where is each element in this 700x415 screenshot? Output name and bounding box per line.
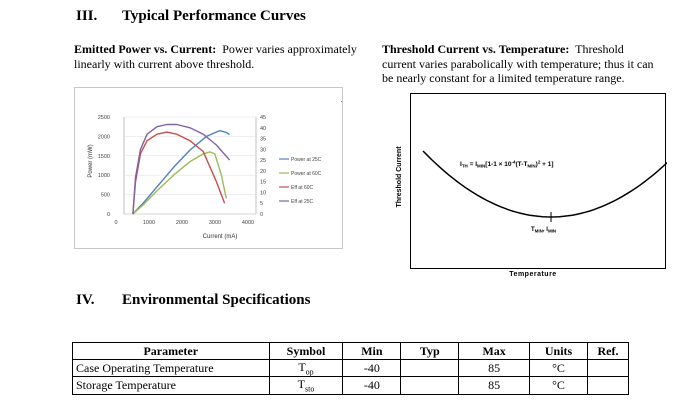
stray-mark — [341, 101, 342, 102]
cell-typ — [400, 358, 460, 378]
y-left-tick-label: 2500 — [98, 115, 110, 121]
section-title: Typical Performance Curves — [122, 8, 306, 24]
right-caption: Threshold Current vs. Temperature: Thres… — [382, 42, 692, 86]
x-tick-label: 3000 — [209, 220, 221, 226]
x-axis-label: Current (mA) — [203, 234, 238, 240]
y-right-tick-label: 20 — [260, 169, 266, 175]
y-right-tick-label: 40 — [260, 126, 266, 132]
cell-ref — [586, 376, 630, 395]
chart-frame — [74, 87, 343, 249]
x-axis-label: Temperature — [509, 271, 556, 278]
x-tick-label: 1000 — [143, 220, 155, 226]
left-caption-line2: linearly with current above threshold. — [74, 56, 255, 71]
section-number: III. — [76, 8, 98, 24]
x-tick-label: 2000 — [176, 220, 188, 226]
right-caption-bold: Threshold Current vs. Temperature: — [382, 42, 570, 56]
section-iii-heading: III. Typical Performance Curves — [76, 8, 476, 28]
legend-entry: Power at 25C — [291, 157, 322, 163]
y-left-tick-label: 500 — [101, 193, 110, 199]
threshold-temperature-chart: Threshold Current Temperature ITH = IMIN… — [396, 93, 667, 278]
chart-series — [132, 123, 231, 215]
chart-legend: Power at 25C Power at 60C Eff at 60C Eff at… — [279, 157, 322, 205]
series-line-power-at-60c — [132, 151, 227, 215]
cell-symbol: Top — [268, 358, 344, 378]
right-caption-line2: current varies parabolically with temper… — [382, 56, 654, 71]
left-caption-bold: Emitted Power vs. Current: — [74, 42, 217, 56]
y-right-tick-label: 15 — [260, 180, 266, 186]
header-min: Min — [342, 342, 402, 360]
y-right-tick-label: 45 — [260, 115, 266, 121]
cell-symbol: Tsto — [268, 376, 344, 395]
table-row: Case Operating Temperature Top -40 85 °C — [72, 358, 630, 378]
cell-min: -40 — [342, 358, 402, 378]
section-iv-heading: IV. Environmental Specifications — [76, 292, 476, 312]
legend-entry: Power at 60C — [291, 171, 322, 177]
series-line-power-at-25c — [132, 129, 230, 215]
left-caption-line1: Power varies approximately — [222, 42, 357, 56]
header-symbol: Symbol — [268, 342, 344, 360]
section-number: IV. — [76, 292, 95, 308]
right-caption-line1: Threshold — [575, 42, 624, 56]
y-axis-label: Power (mW) — [88, 144, 94, 177]
cell-min: -40 — [342, 376, 402, 395]
y-axis-label: Threshold Current — [396, 146, 403, 208]
y-left-tick-label: 0 — [107, 212, 110, 218]
table-header-row: Parameter Symbol Min Typ Max Units Ref. — [72, 342, 630, 360]
power-current-chart: 0 500 1000 1500 2000 2500 0 5 10 15 20 25 30 35 40 45 0 1… — [74, 87, 343, 249]
series-line-eff-at-25c — [132, 123, 231, 215]
equation-label: ITH = IMIN[1-1 × 10-4(T-TMIN)2 + 1] — [460, 160, 554, 169]
y-right-tick-label: 25 — [260, 158, 266, 164]
minimum-label: TMIN, IMIN — [531, 227, 556, 234]
x-tick-label: 0 — [114, 220, 117, 226]
table-row: Storage Temperature Tsto -40 85 °C — [72, 376, 630, 395]
cell-typ — [400, 376, 460, 395]
y-right-tick-label: 10 — [260, 190, 266, 196]
legend-entry: Eff at 25C — [291, 199, 314, 205]
chart-gridlines — [123, 116, 257, 215]
cell-ref — [586, 358, 630, 378]
y-left-tick-label: 1500 — [98, 154, 110, 160]
cell-parameter: Case Operating Temperature — [72, 358, 270, 378]
chart-ticks: 0 500 1000 1500 2000 2500 0 5 10 15 20 25 30 35 40 45 0 1… — [98, 115, 266, 226]
header-ref: Ref. — [586, 342, 630, 360]
header-max: Max — [458, 342, 531, 360]
header-typ: Typ — [400, 342, 460, 360]
cell-units: °C — [529, 376, 588, 395]
legend-entry: Eff at 60C — [291, 185, 314, 191]
cell-units: °C — [529, 358, 588, 378]
y-left-tick-label: 1000 — [98, 173, 110, 179]
section-title: Environmental Specifications — [122, 292, 311, 308]
cell-max: 85 — [458, 358, 531, 378]
header-units: Units — [529, 342, 588, 360]
y-right-tick-label: 30 — [260, 147, 266, 153]
series-line-eff-at-60c — [132, 131, 226, 215]
cell-max: 85 — [458, 376, 531, 395]
y-right-tick-label: 5 — [260, 201, 263, 207]
environmental-spec-table: Parameter Symbol Min Typ Max Units Ref. … — [72, 342, 630, 395]
y-right-tick-label: 35 — [260, 137, 266, 143]
header-parameter: Parameter — [72, 342, 270, 360]
chart-frame — [410, 93, 666, 269]
cell-parameter: Storage Temperature — [72, 376, 270, 395]
left-caption: Emitted Power vs. Current: Power varies … — [74, 42, 384, 71]
right-caption-line3: be nearly constant for a limited tempera… — [382, 71, 625, 85]
y-right-tick-label: 0 — [260, 212, 263, 218]
y-left-tick-label: 2000 — [98, 134, 110, 140]
x-tick-label: 4000 — [242, 220, 254, 226]
